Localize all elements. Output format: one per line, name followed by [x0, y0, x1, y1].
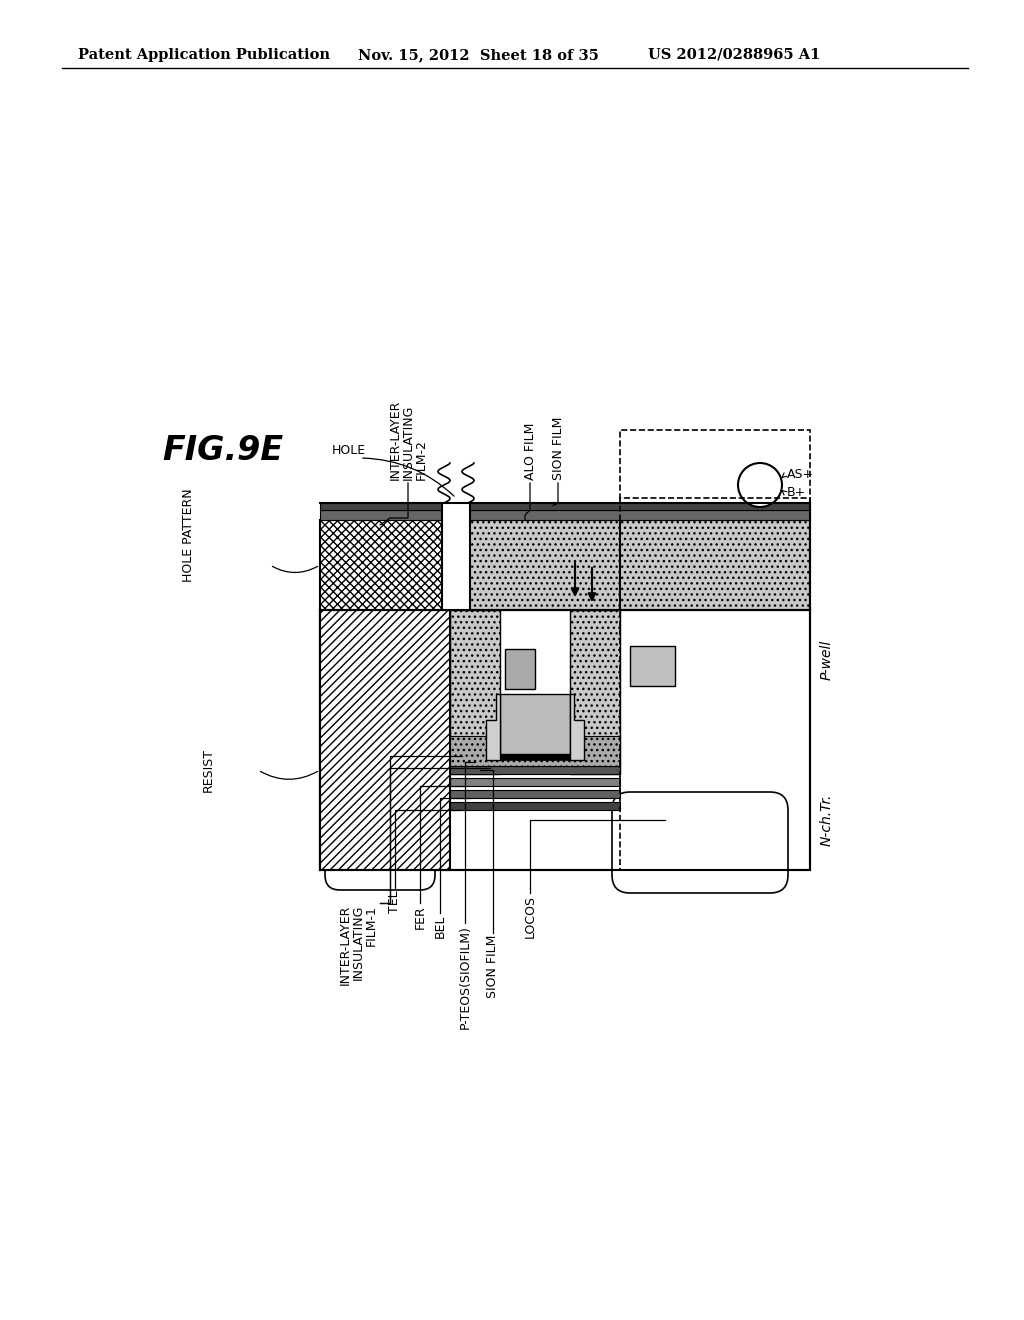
Bar	[620, 520, 810, 610]
Text: INTER-LAYER: INTER-LAYER	[339, 906, 351, 985]
Bar	[442, 503, 470, 610]
Bar	[450, 803, 620, 810]
Text: INTER-LAYER: INTER-LAYER	[388, 400, 401, 480]
Text: BEL: BEL	[433, 915, 446, 939]
Text: B+: B+	[787, 487, 806, 499]
Text: TEL: TEL	[388, 890, 401, 912]
Text: INSULATING: INSULATING	[401, 405, 415, 480]
Text: INSULATING: INSULATING	[351, 906, 365, 981]
Bar	[319, 610, 810, 870]
Text: US 2012/0288965 A1: US 2012/0288965 A1	[648, 48, 820, 62]
Bar	[450, 766, 620, 774]
Text: Nov. 15, 2012  Sheet 18 of 35: Nov. 15, 2012 Sheet 18 of 35	[358, 48, 599, 62]
Text: RESIST: RESIST	[202, 748, 215, 792]
Bar	[500, 694, 570, 754]
Bar	[450, 610, 500, 774]
Bar	[450, 520, 620, 610]
Text: Patent Application Publication: Patent Application Publication	[78, 48, 330, 62]
FancyBboxPatch shape	[505, 649, 535, 689]
Text: ALO FILM: ALO FILM	[523, 422, 537, 480]
FancyBboxPatch shape	[325, 805, 435, 890]
Text: P-TEOS(SIOFILM): P-TEOS(SIOFILM)	[459, 925, 471, 1028]
Polygon shape	[570, 694, 584, 760]
Text: FIG.9E: FIG.9E	[162, 433, 283, 466]
Text: HOLE PATTERN: HOLE PATTERN	[182, 488, 195, 582]
Bar	[620, 430, 810, 870]
Text: SION FILM: SION FILM	[486, 935, 500, 998]
Bar	[500, 754, 570, 760]
Bar	[630, 645, 675, 686]
Bar	[450, 737, 620, 766]
Bar	[570, 610, 620, 774]
Text: FILM-1: FILM-1	[365, 906, 378, 946]
Text: P-well: P-well	[820, 640, 834, 680]
Bar	[319, 610, 450, 870]
Bar	[620, 498, 810, 870]
FancyBboxPatch shape	[612, 792, 788, 894]
Bar	[450, 789, 620, 799]
Text: FILM-2: FILM-2	[415, 440, 427, 480]
Polygon shape	[486, 694, 500, 760]
Text: FER: FER	[414, 906, 427, 929]
Bar	[319, 503, 810, 510]
Bar	[450, 777, 620, 785]
Text: LOCOS: LOCOS	[523, 895, 537, 939]
Text: HOLE: HOLE	[332, 445, 367, 458]
Bar	[319, 520, 450, 610]
Bar	[319, 510, 810, 520]
Text: AS+: AS+	[787, 469, 814, 482]
Text: SION FILM: SION FILM	[552, 417, 564, 480]
Circle shape	[738, 463, 782, 507]
Text: N-ch.Tr.: N-ch.Tr.	[820, 793, 834, 846]
